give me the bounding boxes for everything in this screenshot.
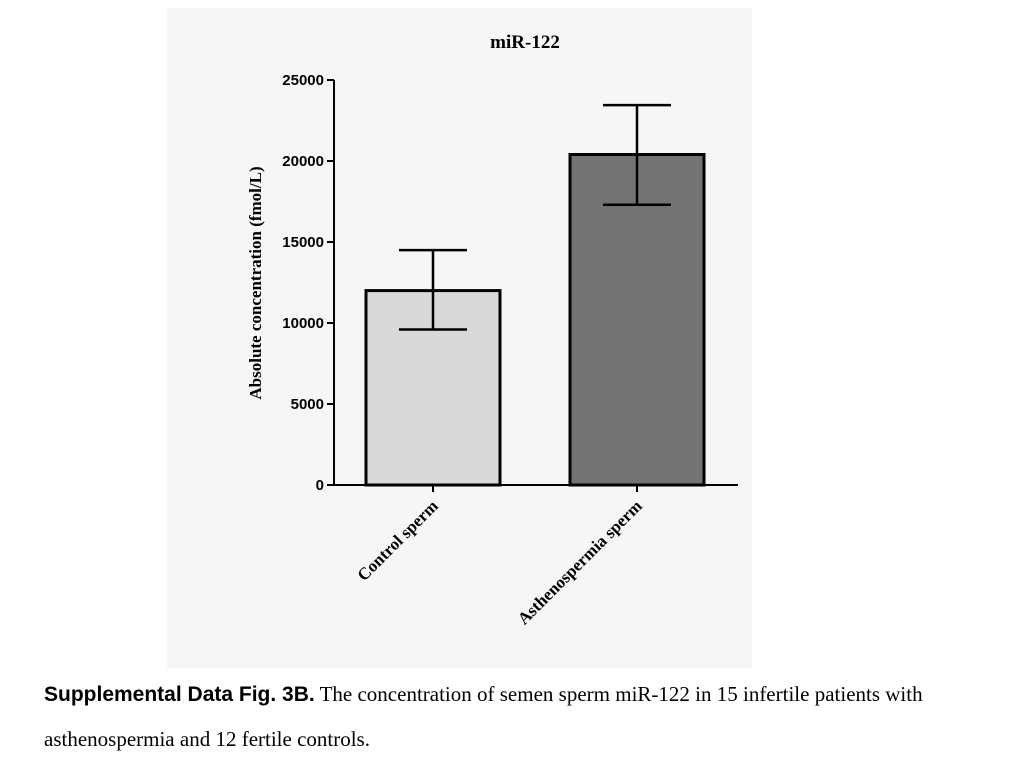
y-tick-label-4: 20000 [282, 153, 324, 170]
y-tick-label-2: 10000 [282, 315, 324, 332]
bar-chart: miR-122 Absolute concentration (fmol/L) … [246, 32, 738, 628]
figure-caption: Supplemental Data Fig. 3B. The concentra… [44, 672, 1004, 761]
x-tick-label-0: Control sperm [353, 496, 441, 584]
y-tick-label-5: 25000 [282, 72, 324, 89]
y-tick-label-3: 15000 [282, 234, 324, 251]
caption-label: Supplemental Data Fig. 3B. [44, 683, 315, 706]
figure-panel: miR-122 Absolute concentration (fmol/L) … [167, 8, 752, 668]
y-axis-label: Absolute concentration (fmol/L) [246, 166, 265, 399]
y-tick-label-1: 5000 [291, 396, 324, 413]
caption-text: The concentration of semen sperm miR-122… [44, 682, 923, 751]
y-tick-label-0: 0 [316, 477, 324, 494]
x-tick-label-1: Asthenospermia sperm [514, 496, 646, 628]
bar-1 [568, 153, 706, 487]
chart-marks: 0 5000 10000 15000 20000 25000 Control sperm As… [282, 72, 738, 628]
chart-title: miR-122 [490, 32, 560, 53]
